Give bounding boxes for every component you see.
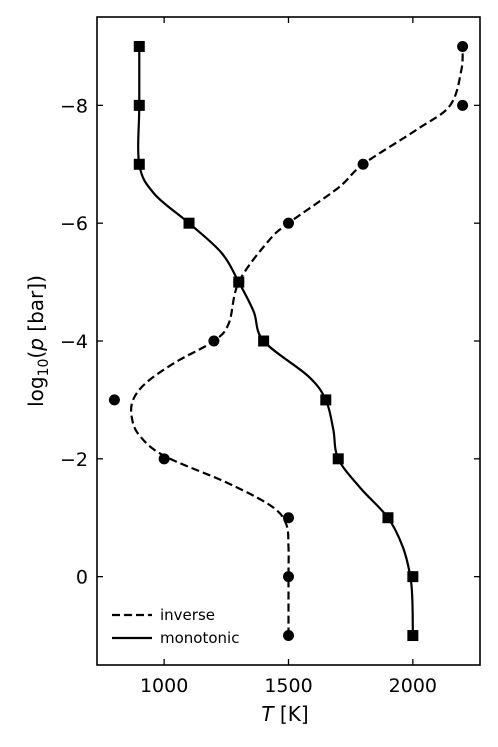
data-point-inverse [158,453,170,465]
y-axis-title-unit: [bar]) [24,275,48,338]
data-point-inverse [283,630,294,642]
y-tick-label: −2 [60,449,88,471]
data-point-monotonic [407,571,419,583]
data-point-monotonic [133,99,145,111]
series-layer [129,46,464,636]
markers-layer [108,40,469,642]
data-point-inverse [283,512,294,524]
data-point-inverse [457,40,469,52]
legend-label-inverse: inverse [160,606,215,624]
y-axis-title: log10(p [bar]) [24,275,52,407]
x-tick-labels: 1000 1500 2000 [140,675,437,697]
data-point-inverse [208,335,220,347]
series-line-inverse [129,46,464,636]
data-point-inverse [457,99,469,111]
y-axis-title-paren: ( [24,351,48,359]
data-point-monotonic [258,335,270,347]
y-tick-labels: −8 −6 −4 −2 0 [60,95,88,588]
plot-frame [96,16,481,666]
y-tick-label: −6 [60,213,88,235]
data-point-monotonic [382,512,394,524]
y-axis-title-log: log [24,376,48,407]
legend-label-monotonic: monotonic [160,629,239,647]
y-tick-label: −8 [60,95,88,117]
data-point-monotonic [233,276,245,288]
x-tick-label: 1500 [264,675,312,697]
x-tick-label: 1000 [140,675,188,697]
x-axis-title-symbol: T [261,702,275,726]
y-axis-title-symbol: p [24,338,48,352]
y-tick-label: −4 [60,331,88,353]
data-point-monotonic [407,630,419,642]
data-point-monotonic [332,453,344,465]
data-point-inverse [283,217,294,229]
x-axis-title-unit: [K] [274,702,309,726]
x-tick-label: 2000 [389,675,437,697]
series-line-monotonic [137,46,414,636]
data-point-inverse [108,394,120,406]
x-axis-title: T [K] [261,702,308,726]
y-tick-label: 0 [76,567,88,589]
data-point-monotonic [320,394,332,406]
ticks-layer [97,17,480,665]
data-point-inverse [283,571,294,583]
data-point-monotonic [183,217,195,229]
y-axis-title-subscript: 10 [36,359,52,377]
data-point-inverse [357,158,369,170]
data-point-monotonic [133,158,145,170]
legend: inverse monotonic [112,606,239,647]
data-point-monotonic [133,40,145,52]
